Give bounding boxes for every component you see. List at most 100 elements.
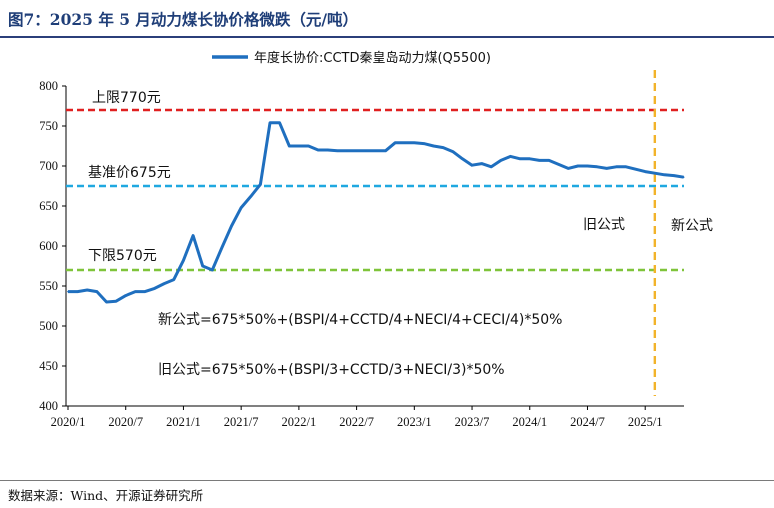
data-point: [634, 168, 637, 170]
data-point: [211, 269, 214, 271]
legend-label: 年度长协价:CCTD秦皇岛动力煤(Q5500): [254, 50, 491, 66]
y-tick-label: 700: [39, 159, 58, 173]
data-point: [153, 287, 156, 290]
data-point: [423, 142, 425, 145]
data-point: [509, 155, 512, 158]
x-tick-label: 2024/1: [512, 415, 547, 429]
x-tick-label: 2023/7: [455, 415, 490, 429]
data-point: [605, 167, 608, 170]
data-point: [86, 289, 89, 291]
data-point: [144, 290, 146, 293]
y-tick-label: 750: [39, 119, 58, 133]
data-point: [124, 294, 127, 297]
x-tick-label: 2021/7: [224, 415, 259, 429]
data-point: [298, 145, 300, 147]
series-line: [68, 121, 684, 304]
y-tick-label: 450: [39, 359, 58, 373]
data-point: [384, 150, 387, 152]
data-point: [259, 183, 262, 186]
y-tick-label: 550: [39, 279, 58, 293]
data-point: [346, 150, 348, 152]
data-point: [500, 159, 502, 162]
old-formula-text: 旧公式=675*50%+(BSPI/3+CCTD/3+NECI/3)*50%: [158, 362, 505, 378]
x-tick-label: 2024/7: [570, 415, 605, 429]
x-tick-label: 2020/7: [108, 415, 143, 429]
data-point: [394, 142, 396, 144]
x-tick-label: 2022/1: [282, 415, 317, 429]
data-point: [269, 122, 271, 124]
data-point: [567, 167, 570, 170]
data-point: [644, 170, 646, 173]
data-point: [461, 158, 464, 160]
x-tick-label: 2022/7: [339, 415, 374, 429]
data-point: [134, 290, 137, 293]
data-point: [67, 290, 69, 293]
new-formula-text: 新公式=675*50%+(BSPI/4+CCTD/4+NECI/4+CECI/4…: [158, 312, 562, 328]
data-point: [326, 149, 329, 151]
data-point: [221, 246, 223, 249]
figure-title: 图7：2025 年 5 月动力煤长协价格微跌（元/吨）: [8, 10, 359, 29]
reference-line-label: 下限570元: [88, 248, 157, 264]
data-point: [105, 301, 108, 303]
new-formula-label: 新公式: [671, 218, 713, 234]
data-point: [182, 259, 185, 262]
data-point: [413, 142, 416, 144]
data-point: [577, 165, 579, 167]
data-point: [365, 150, 368, 152]
data-point: [673, 174, 675, 177]
data-point: [163, 282, 165, 285]
x-tick-label: 2020/1: [51, 415, 86, 429]
data-point: [355, 150, 358, 152]
reference-line-label: 上限770元: [92, 90, 161, 106]
data-point: [375, 150, 377, 152]
data-point: [201, 265, 204, 267]
title-rule: [0, 36, 774, 38]
reference-line-label: 基准价675元: [88, 164, 171, 181]
data-point: [432, 145, 435, 147]
y-tick-label: 650: [39, 199, 58, 213]
y-tick-label: 600: [39, 239, 58, 253]
x-tick-label: 2021/1: [166, 415, 201, 429]
data-point: [548, 159, 550, 162]
data-point: [663, 174, 666, 176]
data-point: [249, 195, 252, 198]
data-point: [240, 206, 242, 209]
data-point: [654, 172, 656, 174]
data-point: [452, 150, 454, 153]
data-point: [442, 146, 444, 149]
data-point: [480, 162, 483, 165]
data-point: [115, 300, 117, 303]
data-point: [596, 166, 598, 168]
data-point: [288, 145, 291, 147]
footer-rule: [0, 480, 774, 481]
data-point: [557, 163, 560, 166]
chart-legend: 年度长协价:CCTD秦皇岛动力煤(Q5500): [212, 50, 491, 66]
data-point: [403, 142, 406, 144]
data-point: [317, 149, 319, 151]
x-tick-label: 2023/1: [397, 415, 432, 429]
chart-axes: 400 450 500 550 600 650 700 750 800 2020/1 2020/7 2…: [39, 79, 684, 429]
data-point: [278, 122, 281, 124]
data-point: [96, 290, 98, 293]
y-tick-label: 400: [39, 399, 58, 413]
data-point: [173, 278, 175, 281]
data-point: [471, 164, 473, 166]
data-point: [307, 145, 310, 147]
data-point: [682, 176, 685, 178]
data-point: [538, 159, 541, 162]
data-point: [490, 166, 493, 168]
data-point: [586, 165, 589, 167]
data-point: [76, 290, 79, 293]
y-tick-label: 500: [39, 319, 58, 333]
source-note: 数据来源：Wind、开源证券研究所: [8, 488, 204, 503]
data-point: [192, 234, 194, 237]
data-point: [615, 166, 618, 168]
x-tick-label: 2025/1: [628, 415, 663, 429]
chart-annotations: 旧公式 新公式 新公式=675*50%+(BSPI/4+CCTD/4+NECI/…: [158, 217, 713, 378]
data-point: [528, 158, 531, 160]
data-point: [336, 150, 339, 152]
old-formula-label: 旧公式: [583, 217, 625, 233]
y-tick-label: 800: [39, 79, 58, 93]
